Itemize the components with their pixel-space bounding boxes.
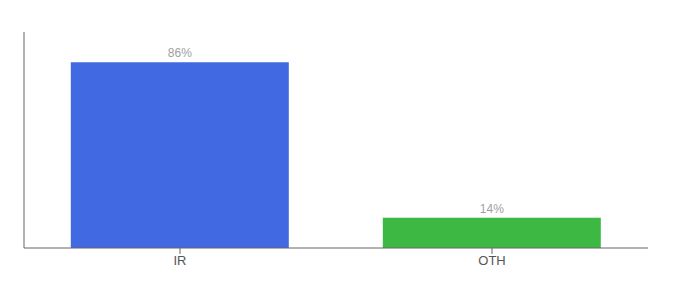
svg-text:14%: 14% xyxy=(480,202,504,216)
svg-text:86%: 86% xyxy=(168,46,192,60)
svg-text:OTH: OTH xyxy=(478,253,505,268)
svg-text:IR: IR xyxy=(174,253,187,268)
